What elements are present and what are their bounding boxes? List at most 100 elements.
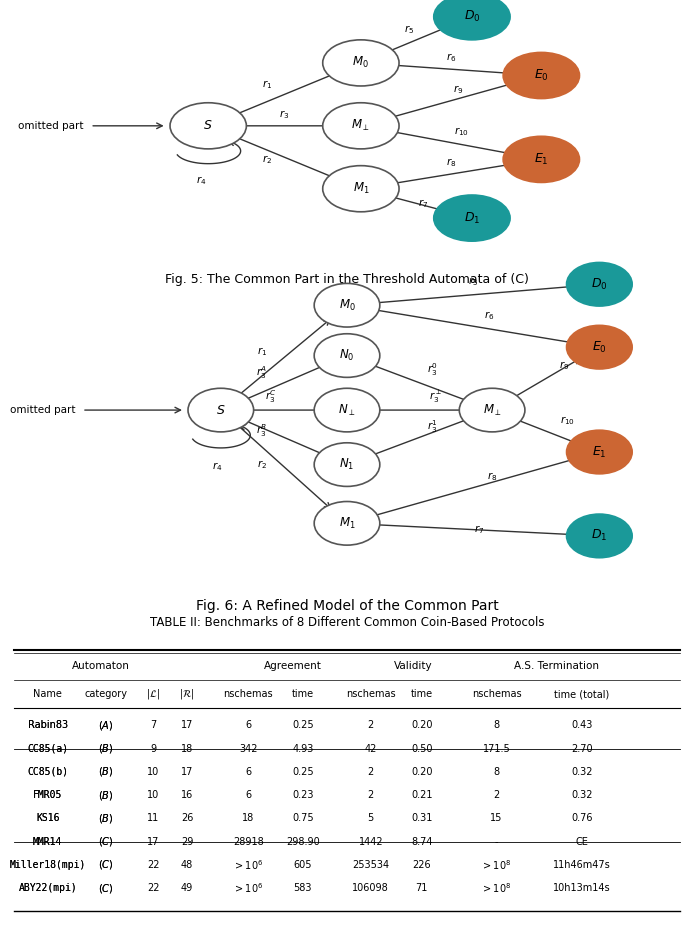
Text: $r_3^0$: $r_3^0$ <box>427 361 438 377</box>
Text: Validity: Validity <box>394 661 432 671</box>
Text: CC85(a): CC85(a) <box>27 744 68 754</box>
Text: -: - <box>495 837 498 846</box>
Text: Miller18(mpi): Miller18(mpi) <box>10 860 86 870</box>
Text: Agreement: Agreement <box>264 661 321 671</box>
Text: nschemas: nschemas <box>223 689 273 699</box>
Text: 29: 29 <box>181 837 194 846</box>
Text: 2: 2 <box>368 767 374 776</box>
Text: $r_7$: $r_7$ <box>475 523 484 536</box>
Text: $(C)$: $(C)$ <box>98 858 113 871</box>
Text: 298.90: 298.90 <box>286 837 320 846</box>
Circle shape <box>323 166 399 212</box>
Text: CC85(a): CC85(a) <box>27 744 68 754</box>
Text: $D_0$: $D_0$ <box>591 277 608 292</box>
Text: $r_4$: $r_4$ <box>196 174 207 186</box>
Text: 226: 226 <box>412 860 431 870</box>
Text: 11h46m47s: 11h46m47s <box>552 860 611 870</box>
Text: 0.21: 0.21 <box>411 790 432 800</box>
Text: $N_\perp$: $N_\perp$ <box>338 403 356 418</box>
Text: $M_\perp$: $M_\perp$ <box>482 403 502 418</box>
Text: 71: 71 <box>416 884 428 893</box>
Text: 7: 7 <box>150 720 156 731</box>
Text: 9: 9 <box>150 744 156 754</box>
Text: $N_0$: $N_0$ <box>339 348 355 363</box>
Text: $M_0$: $M_0$ <box>353 55 369 71</box>
Text: $r_4$: $r_4$ <box>212 460 223 473</box>
Text: Fig. 5: The Common Part in the Threshold Automata of (C): Fig. 5: The Common Part in the Threshold… <box>165 272 529 285</box>
Text: Fig. 6: A Refined Model of the Common Part: Fig. 6: A Refined Model of the Common Pa… <box>196 599 498 613</box>
Text: 48: 48 <box>181 860 194 870</box>
Text: $> 10^8$: $> 10^8$ <box>482 858 511 871</box>
Text: 10h13m14s: 10h13m14s <box>553 884 611 893</box>
Text: 0.32: 0.32 <box>571 767 593 776</box>
Circle shape <box>434 0 510 40</box>
Text: $> 10^6$: $> 10^6$ <box>233 882 264 895</box>
Circle shape <box>314 283 380 327</box>
Text: 17: 17 <box>147 837 160 846</box>
Text: $(B)$: $(B)$ <box>98 742 113 755</box>
Text: $r_1$: $r_1$ <box>257 345 267 358</box>
Text: $S$: $S$ <box>203 119 213 132</box>
Text: 22: 22 <box>147 884 160 893</box>
Text: $M_\perp$: $M_\perp$ <box>351 118 371 133</box>
Text: $(C)$: $(C)$ <box>98 835 113 848</box>
Text: $r_3$: $r_3$ <box>280 108 289 121</box>
Circle shape <box>459 389 525 432</box>
Text: $|\mathcal{R}|$: $|\mathcal{R}|$ <box>179 687 195 701</box>
Text: $N_1$: $N_1$ <box>339 457 355 473</box>
Text: 0.50: 0.50 <box>411 744 432 754</box>
Text: $r_5$: $r_5$ <box>405 23 414 35</box>
Text: $E_1$: $E_1$ <box>534 152 549 167</box>
Text: 10: 10 <box>147 790 160 800</box>
Text: omitted part: omitted part <box>10 405 76 415</box>
Text: $r_3^\perp$: $r_3^\perp$ <box>429 389 442 405</box>
Text: 8: 8 <box>493 767 500 776</box>
Text: $E_0$: $E_0$ <box>534 68 549 83</box>
Text: $(C)$: $(C)$ <box>98 835 113 848</box>
Circle shape <box>314 501 380 545</box>
Circle shape <box>566 263 632 306</box>
Text: 6: 6 <box>245 767 251 776</box>
Text: $(B)$: $(B)$ <box>98 812 113 825</box>
Circle shape <box>188 389 253 432</box>
Circle shape <box>503 136 579 183</box>
Text: 22: 22 <box>147 860 160 870</box>
Text: CC85(b): CC85(b) <box>27 767 68 776</box>
Text: 11: 11 <box>147 814 160 823</box>
Circle shape <box>170 103 246 149</box>
Text: $r_6$: $r_6$ <box>446 51 456 64</box>
Text: $r_1$: $r_1$ <box>262 78 272 91</box>
Text: 605: 605 <box>294 860 312 870</box>
Text: $r_9$: $r_9$ <box>453 83 463 96</box>
Text: 2: 2 <box>368 720 374 731</box>
Text: $S$: $S$ <box>216 404 226 417</box>
Text: time: time <box>411 689 433 699</box>
Text: $r_2$: $r_2$ <box>257 459 267 471</box>
Text: MMR14: MMR14 <box>33 837 62 846</box>
Text: time (total): time (total) <box>554 689 609 699</box>
Text: 6: 6 <box>245 720 251 731</box>
Text: $r_3^A$: $r_3^A$ <box>256 363 267 380</box>
Text: $r_3^1$: $r_3^1$ <box>427 418 438 435</box>
Text: 0.43: 0.43 <box>571 720 592 731</box>
Text: $(B)$: $(B)$ <box>98 742 113 755</box>
Circle shape <box>434 195 510 241</box>
Circle shape <box>314 389 380 432</box>
Text: $r_6$: $r_6$ <box>484 309 494 322</box>
Text: KS16: KS16 <box>36 814 60 823</box>
Text: $r_3^B$: $r_3^B$ <box>256 422 268 440</box>
Text: 49: 49 <box>181 884 194 893</box>
Text: $(B)$: $(B)$ <box>98 765 113 778</box>
Text: 342: 342 <box>239 744 257 754</box>
Text: $|\mathcal{L}|$: $|\mathcal{L}|$ <box>146 687 160 701</box>
Circle shape <box>314 443 380 487</box>
Text: $(B)$: $(B)$ <box>98 812 113 825</box>
Text: $(B)$: $(B)$ <box>98 765 113 778</box>
Text: $(C)$: $(C)$ <box>98 858 113 871</box>
Text: FMR05: FMR05 <box>33 790 62 800</box>
Text: A.S. Termination: A.S. Termination <box>514 661 599 671</box>
Text: omitted part: omitted part <box>18 121 83 130</box>
Text: Name: Name <box>33 689 62 699</box>
Text: $r_7$: $r_7$ <box>418 197 428 210</box>
Text: 0.23: 0.23 <box>292 790 314 800</box>
